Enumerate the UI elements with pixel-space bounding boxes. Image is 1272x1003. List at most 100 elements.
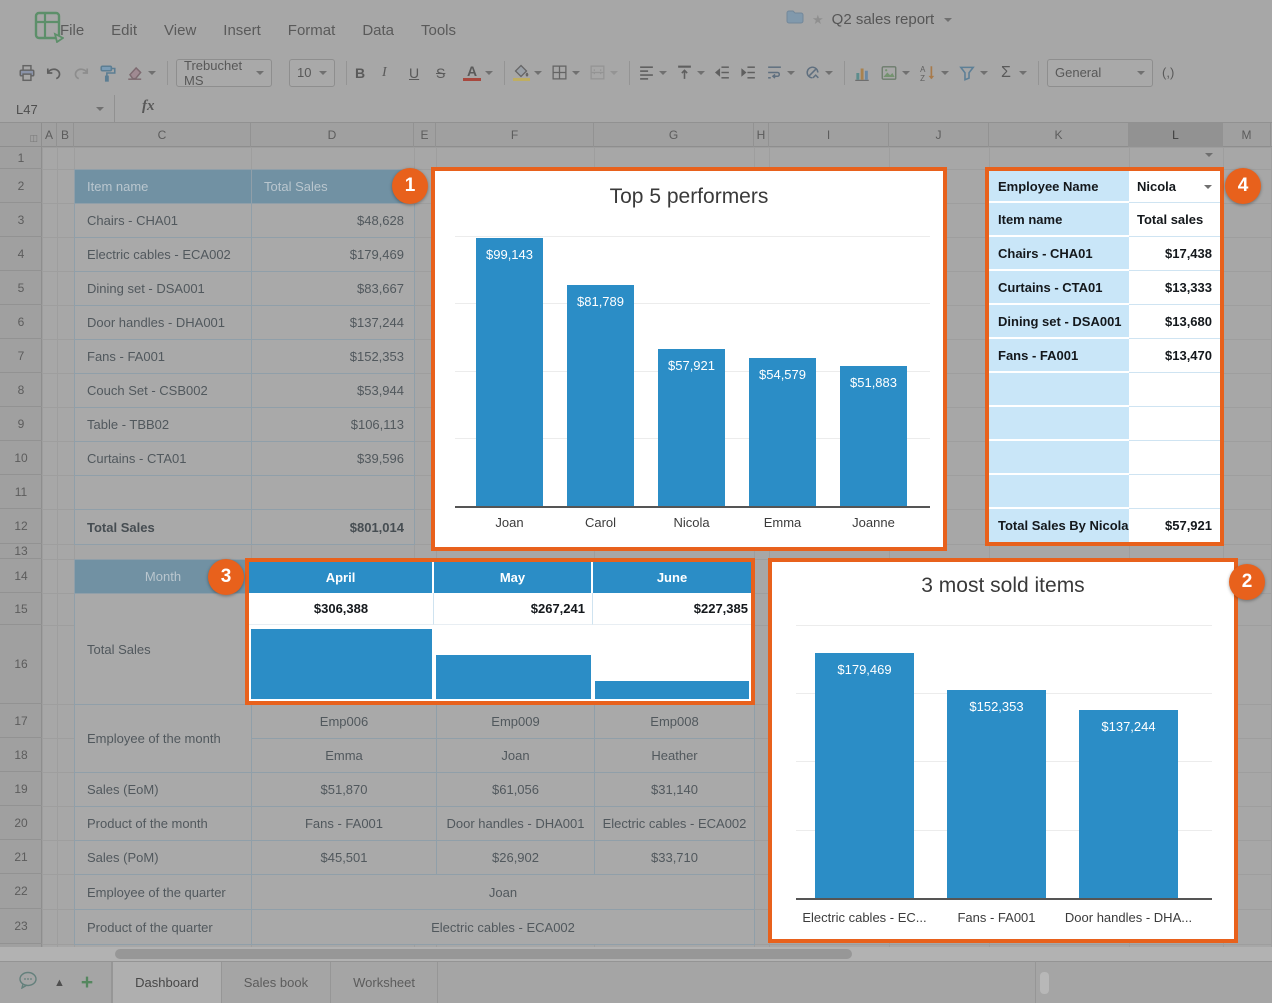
column-header-D[interactable]: D xyxy=(251,123,414,147)
font-color-caret-icon[interactable] xyxy=(485,70,493,75)
decrease-indent-button[interactable] xyxy=(714,64,731,81)
chart-bar[interactable]: $137,244 xyxy=(1079,710,1178,898)
row-header-22[interactable]: 22 xyxy=(0,874,42,909)
insert-chart-button[interactable] xyxy=(853,64,871,82)
item-name-cell[interactable]: Dining set - DSA001 xyxy=(74,271,252,306)
item-name-cell[interactable]: Electric cables - ECA002 xyxy=(74,237,252,272)
column-header-J[interactable]: J xyxy=(889,123,989,147)
font-size-select[interactable]: 10 xyxy=(289,58,335,87)
lookup-item-cell[interactable]: Fans - FA001 xyxy=(989,339,1129,373)
row-header-20[interactable]: 20 xyxy=(0,806,42,840)
add-sheet-button[interactable]: + xyxy=(80,970,94,994)
filter-caret-icon[interactable] xyxy=(980,70,988,75)
item-name-cell[interactable]: Chairs - CHA01 xyxy=(74,203,252,238)
employee-of-quarter-label[interactable]: Employee of the quarter xyxy=(74,874,252,910)
employee-id-cell[interactable]: Emp009 xyxy=(436,704,595,739)
lookup-value-cell[interactable]: $13,470 xyxy=(1129,339,1220,373)
empty-cell[interactable] xyxy=(989,407,1129,441)
employee-name-cell[interactable]: Joan xyxy=(436,738,595,773)
item-value-cell[interactable]: $152,353 xyxy=(251,339,415,374)
product-of-month-cell[interactable]: Electric cables - ECA002 xyxy=(594,806,755,841)
lookup-value-cell[interactable]: $17,438 xyxy=(1129,237,1220,271)
row-header-17[interactable]: 17 xyxy=(0,704,42,738)
row-header-9[interactable]: 9 xyxy=(0,407,42,441)
month-header-june[interactable]: June xyxy=(593,562,751,593)
underline-button[interactable]: U xyxy=(409,64,420,81)
lookup-item-cell[interactable]: Chairs - CHA01 xyxy=(989,237,1129,271)
row-header-11[interactable]: 11 xyxy=(0,475,42,509)
items-header-total[interactable]: Total Sales xyxy=(251,169,415,204)
menu-format[interactable]: Format xyxy=(287,22,336,39)
borders-button[interactable] xyxy=(551,64,580,81)
lookup-total-label[interactable]: Total Sales By Nicola xyxy=(989,509,1129,542)
format-painter-button[interactable] xyxy=(99,64,117,82)
borders-caret-icon[interactable] xyxy=(572,70,580,75)
empty-cell[interactable] xyxy=(989,441,1129,475)
month-header-april[interactable]: April xyxy=(249,562,434,593)
item-name-cell[interactable]: Door handles - DHA001 xyxy=(74,305,252,340)
row-header-18[interactable]: 18 xyxy=(0,738,42,772)
month-total-june[interactable]: $227,385 xyxy=(593,593,751,625)
item-value-cell[interactable]: $53,944 xyxy=(251,373,415,408)
lookup-total-value[interactable]: $57,921 xyxy=(1129,509,1220,542)
empty-cell[interactable] xyxy=(1129,373,1220,407)
favorite-star-icon[interactable]: ★ xyxy=(812,11,824,27)
menu-file[interactable]: File xyxy=(60,22,85,39)
chart-bar[interactable]: $179,469 xyxy=(815,652,914,898)
clear-format-button[interactable] xyxy=(126,64,156,82)
employee-name-cell[interactable]: Heather xyxy=(594,738,755,773)
sales-pom-label[interactable]: Sales (PoM) xyxy=(74,840,252,875)
lookup-item-col-header[interactable]: Item name xyxy=(989,203,1129,237)
font-family-select[interactable]: Trebuchet MS xyxy=(176,58,272,88)
sales-eom-label[interactable]: Sales (EoM) xyxy=(74,772,252,807)
sum-caret-icon[interactable] xyxy=(1019,70,1027,75)
row-header-23[interactable]: 23 xyxy=(0,909,42,944)
item-value-cell[interactable]: $83,667 xyxy=(251,271,415,306)
column-header-E[interactable]: E xyxy=(414,123,436,147)
clear-format-caret-icon[interactable] xyxy=(148,70,156,75)
horizontal-scrollbar[interactable] xyxy=(0,947,1272,961)
menu-edit[interactable]: Edit xyxy=(111,22,138,39)
italic-button[interactable]: I xyxy=(382,64,387,80)
sort-caret-icon[interactable] xyxy=(941,70,949,75)
filter-button[interactable] xyxy=(958,64,988,82)
font-color-button[interactable]: A xyxy=(463,64,493,81)
print-button[interactable] xyxy=(18,64,36,82)
bold-button[interactable]: B xyxy=(355,64,366,81)
horizontal-align-button[interactable] xyxy=(638,64,667,81)
employee-dropdown[interactable]: Nicola xyxy=(1129,171,1220,203)
sheet-app-logo-icon[interactable] xyxy=(34,11,65,48)
row-header-12[interactable]: 12 xyxy=(0,509,42,544)
employee-dropdown-caret-icon[interactable] xyxy=(1204,184,1212,189)
lookup-value-cell[interactable]: $13,680 xyxy=(1129,305,1220,339)
comma-style-button[interactable]: (,) xyxy=(1162,65,1175,80)
insert-image-button[interactable] xyxy=(880,64,910,82)
row-header-21[interactable]: 21 xyxy=(0,840,42,874)
row-header-2[interactable]: 2 xyxy=(0,169,42,203)
product-of-month-label[interactable]: Product of the month xyxy=(74,806,252,841)
item-name-cell[interactable]: Curtains - CTA01 xyxy=(74,441,252,476)
sales-eom-cell[interactable]: $61,056 xyxy=(436,772,595,807)
document-title[interactable]: Q2 sales report xyxy=(831,11,935,28)
row-header-5[interactable]: 5 xyxy=(0,271,42,305)
employee-name-cell[interactable]: Emma xyxy=(251,738,437,773)
product-of-month-cell[interactable]: Door handles - DHA001 xyxy=(436,806,595,841)
column-header-G[interactable]: G xyxy=(594,123,754,147)
empty-cell[interactable] xyxy=(1129,407,1220,441)
row-header-1[interactable]: 1 xyxy=(0,147,42,169)
strikethrough-button[interactable]: S xyxy=(436,64,446,81)
wrap-text-button[interactable] xyxy=(766,64,795,81)
lookup-item-cell[interactable]: Curtains - CTA01 xyxy=(989,271,1129,305)
column-header-L[interactable]: L xyxy=(1129,123,1223,147)
column-header-B[interactable]: B xyxy=(57,123,74,147)
month-total-april[interactable]: $306,388 xyxy=(249,593,434,625)
sales-eom-cell[interactable]: $51,870 xyxy=(251,772,437,807)
increase-indent-button[interactable] xyxy=(740,64,757,81)
sheet-tab-dashboard[interactable]: Dashboard xyxy=(112,962,222,1003)
sum-button[interactable]: Σ xyxy=(997,64,1027,82)
empty-cell[interactable] xyxy=(1129,441,1220,475)
item-name-cell[interactable]: Fans - FA001 xyxy=(74,339,252,374)
empty-cell[interactable] xyxy=(74,475,252,510)
column-header-F[interactable]: F xyxy=(436,123,594,147)
row-header-8[interactable]: 8 xyxy=(0,373,42,407)
